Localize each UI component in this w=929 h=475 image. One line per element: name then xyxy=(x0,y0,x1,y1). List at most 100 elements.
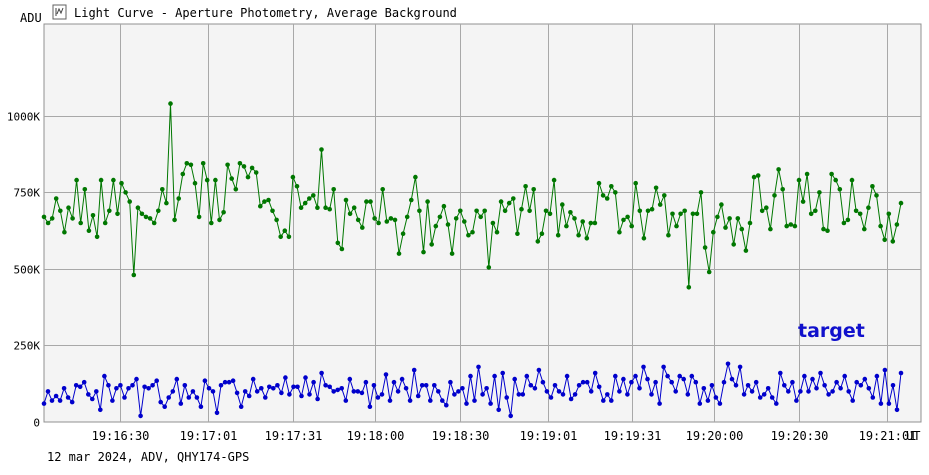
data-point xyxy=(898,200,904,206)
data-point xyxy=(617,229,622,235)
data-point xyxy=(715,214,720,220)
x-axis-unit: UT xyxy=(906,429,920,443)
data-point xyxy=(854,379,859,385)
data-point xyxy=(81,379,87,385)
data-point xyxy=(230,378,236,384)
data-point xyxy=(633,180,638,186)
x-tick-label: 19:20:00 xyxy=(686,429,744,443)
data-point xyxy=(798,389,803,394)
data-point xyxy=(166,395,171,400)
data-point xyxy=(625,214,630,220)
data-point xyxy=(653,379,658,385)
data-point xyxy=(709,383,715,388)
data-point xyxy=(319,147,324,152)
data-point xyxy=(686,285,692,290)
x-tick-label: 19:19:01 xyxy=(520,429,578,443)
data-point xyxy=(596,384,602,390)
data-point xyxy=(556,389,562,394)
data-point xyxy=(294,184,300,189)
data-point xyxy=(721,379,727,385)
data-point xyxy=(552,383,558,388)
data-point xyxy=(131,272,137,278)
data-point xyxy=(249,165,255,171)
data-point xyxy=(172,217,177,223)
data-point xyxy=(335,240,341,246)
data-point xyxy=(429,242,435,247)
data-point xyxy=(850,398,855,403)
chart-icon[interactable] xyxy=(52,4,67,20)
data-point xyxy=(810,376,815,382)
data-point xyxy=(302,200,308,206)
data-point xyxy=(649,206,655,212)
data-point xyxy=(584,379,590,385)
y-axis-label: ADU xyxy=(20,11,42,25)
data-point xyxy=(682,208,687,214)
data-point xyxy=(600,193,606,198)
data-point xyxy=(327,384,333,390)
data-point xyxy=(478,214,484,220)
data-point xyxy=(516,392,522,397)
data-point xyxy=(751,174,757,180)
data-point xyxy=(508,413,513,419)
data-point xyxy=(245,174,251,180)
data-point xyxy=(882,367,888,373)
data-point xyxy=(560,202,565,207)
data-point xyxy=(822,383,827,388)
data-point xyxy=(170,389,176,394)
data-point xyxy=(800,199,806,204)
data-point xyxy=(339,386,345,391)
data-point xyxy=(564,223,569,229)
data-point xyxy=(419,383,425,388)
data-point xyxy=(637,208,643,214)
data-point xyxy=(452,392,457,397)
data-point xyxy=(106,383,111,388)
data-point xyxy=(192,180,198,186)
data-point xyxy=(568,396,574,402)
data-point xyxy=(780,187,785,192)
data-point xyxy=(233,187,239,192)
data-point xyxy=(86,392,91,397)
data-point xyxy=(669,379,674,385)
data-point xyxy=(274,217,279,223)
data-point xyxy=(347,376,353,382)
data-point xyxy=(363,379,369,385)
data-point xyxy=(480,392,485,397)
data-point xyxy=(327,206,333,212)
data-point xyxy=(387,398,393,403)
data-point xyxy=(250,376,256,382)
data-point xyxy=(287,392,292,397)
data-point xyxy=(814,386,819,391)
data-point xyxy=(319,370,324,376)
data-point xyxy=(217,217,222,223)
data-point xyxy=(713,395,719,400)
data-point xyxy=(808,211,814,217)
data-point xyxy=(307,196,312,201)
data-point xyxy=(178,401,184,406)
x-tick-label: 19:18:00 xyxy=(347,429,405,443)
data-point xyxy=(838,386,843,391)
data-point xyxy=(114,386,119,391)
data-point xyxy=(209,220,214,226)
data-point xyxy=(821,226,826,232)
data-point xyxy=(657,401,662,406)
data-point xyxy=(645,376,650,382)
data-point xyxy=(266,197,271,203)
data-point xyxy=(886,401,892,406)
data-point xyxy=(596,180,602,186)
data-point xyxy=(210,389,216,394)
data-point xyxy=(130,383,135,388)
data-point xyxy=(372,216,377,221)
data-point xyxy=(520,392,526,397)
data-point xyxy=(98,177,104,183)
data-point xyxy=(749,389,755,394)
data-point xyxy=(536,367,542,373)
data-point xyxy=(184,161,190,166)
data-point xyxy=(204,177,210,183)
data-point xyxy=(395,389,401,394)
data-point xyxy=(784,223,789,229)
data-point xyxy=(625,392,630,397)
data-point xyxy=(176,196,181,201)
data-point xyxy=(858,383,864,388)
data-point xyxy=(772,193,777,198)
data-point xyxy=(49,216,55,221)
